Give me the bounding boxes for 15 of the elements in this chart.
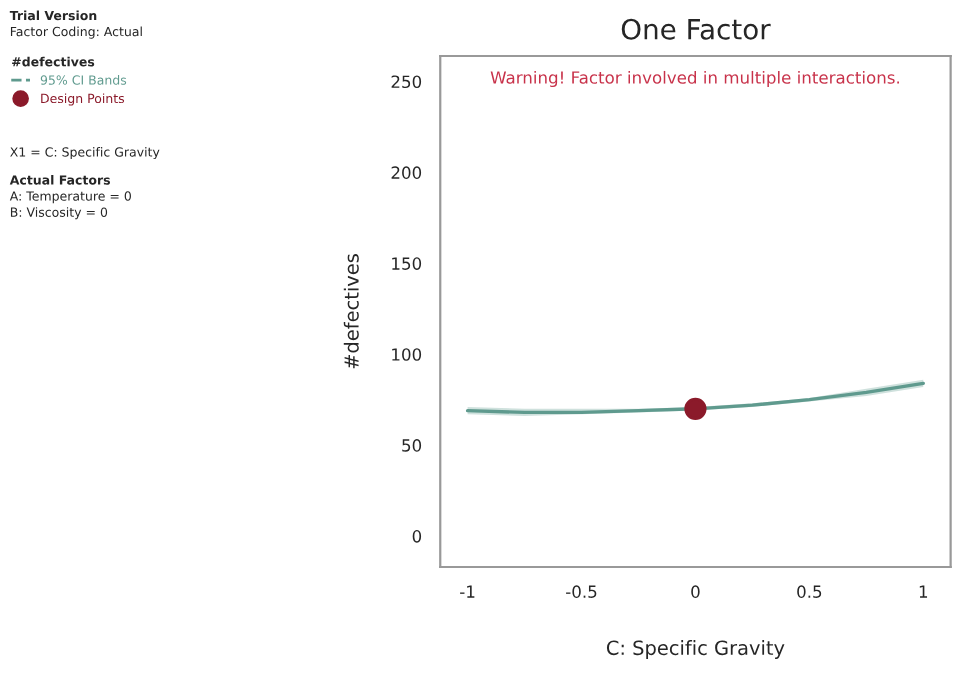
y-axis-title: #defectives — [343, 254, 359, 369]
x-tick-label: 0 — [691, 585, 700, 598]
x-tick-label: 0.5 — [797, 585, 822, 598]
x-axis-title: C: Specific Gravity — [606, 640, 785, 659]
y-tick-label: 150 — [392, 257, 422, 270]
y-tick-label: 200 — [391, 166, 422, 179]
y-tick-label: 0 — [412, 530, 422, 543]
x-tick-label: 1 — [919, 585, 928, 598]
y-tick-label: 100 — [392, 348, 422, 361]
y-tick-label: 50 — [402, 439, 422, 452]
x-tick-label: -1 — [460, 585, 475, 598]
x-tick-label: -0.5 — [566, 585, 597, 598]
annotation: Warning! Factor involved in multiple interactions. — [490, 70, 899, 88]
y-tick-label: 250 — [391, 75, 422, 89]
chart-title: One Factor — [621, 18, 771, 40]
